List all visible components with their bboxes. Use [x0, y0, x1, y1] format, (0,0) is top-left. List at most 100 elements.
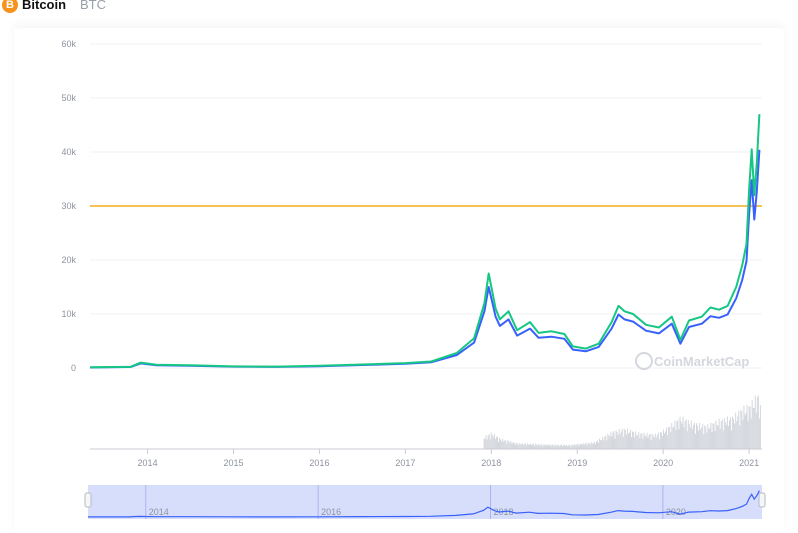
volume-bar — [538, 443, 540, 449]
volume-bar — [677, 419, 679, 449]
volume-bar — [495, 436, 497, 449]
volume-bar — [599, 438, 601, 449]
navigator-left-handle[interactable] — [84, 492, 92, 508]
volume-bar — [499, 437, 501, 449]
x-tick-label: 2016 — [309, 458, 329, 468]
volume-bar — [584, 443, 586, 449]
volume-bar — [668, 426, 670, 449]
x-tick-label: 2020 — [653, 458, 673, 468]
volume-bar — [590, 442, 592, 449]
volume-bar — [524, 443, 526, 449]
volume-bar — [534, 445, 536, 449]
volume-bar — [625, 434, 627, 449]
volume-bar — [709, 427, 711, 449]
volume-bar — [759, 405, 761, 449]
volume-bar — [556, 445, 558, 449]
volume-bar — [525, 445, 527, 449]
volume-bar — [646, 432, 648, 449]
volume-bar — [700, 429, 702, 449]
volume-bar — [603, 440, 605, 449]
volume-bar — [682, 416, 684, 449]
volume-bar — [516, 443, 518, 449]
volume-bar — [564, 445, 566, 449]
volume-bar — [641, 433, 643, 449]
volume-bar — [582, 443, 584, 449]
volume-bar — [744, 415, 746, 449]
navigator-right-handle[interactable] — [758, 492, 766, 508]
volume-bar — [526, 443, 528, 449]
chart-card: 0 10k 20k 30k 40k 50k 60k CoinMarketCap 2014 20… — [14, 28, 784, 533]
volume-bar — [630, 429, 632, 449]
volume-bar — [557, 444, 559, 449]
volume-bar — [645, 436, 647, 449]
volume-bar — [501, 441, 503, 449]
volume-bar — [585, 442, 587, 449]
volume-bar — [624, 429, 626, 449]
volume-bar — [665, 431, 667, 449]
volume-bar — [587, 442, 589, 449]
volume-bar — [619, 434, 621, 449]
volume-bar — [540, 444, 542, 449]
volume-bar — [549, 444, 551, 449]
volume-bar — [686, 431, 688, 449]
navigator-tick-label: 2020 — [666, 507, 686, 517]
volume-bar — [722, 430, 724, 449]
volume-bar — [593, 441, 595, 449]
coin-header: B Bitcoin BTC — [0, 0, 798, 16]
volume-bar — [688, 423, 690, 449]
volume-bar — [664, 433, 666, 449]
volume-bar — [754, 395, 756, 449]
coin-symbol: BTC — [80, 0, 106, 12]
volume-bar — [714, 431, 716, 449]
volume-bar — [577, 443, 579, 449]
volume-bar — [550, 446, 552, 449]
volume-bar — [485, 435, 487, 449]
volume-bar — [713, 423, 715, 449]
volume-bar — [553, 445, 555, 449]
volume-bar — [736, 421, 738, 449]
volume-bar — [642, 438, 644, 449]
navigator[interactable]: 2014 2016 2018 2020 — [84, 485, 766, 519]
volume-bar — [613, 430, 615, 449]
volume-bar — [600, 440, 602, 449]
volume-bar — [547, 445, 549, 449]
volume-bar — [740, 410, 742, 449]
volume-bar — [705, 426, 707, 449]
volume-bar — [727, 425, 729, 449]
navigator-selection — [88, 485, 762, 519]
volume-bar — [690, 420, 692, 449]
coinmarketcap-icon — [635, 352, 653, 370]
volume-bar — [575, 445, 577, 449]
volume-bar — [725, 425, 727, 449]
volume-bar — [676, 421, 678, 449]
volume-bar — [598, 442, 600, 449]
volume-bar — [653, 437, 655, 449]
volume-bar — [702, 424, 704, 449]
volume-bar — [726, 416, 728, 449]
volume-bar — [546, 444, 548, 449]
volume-bar — [612, 432, 614, 449]
volume-bar — [609, 436, 611, 449]
volume-bar — [498, 442, 500, 449]
volume-bar — [666, 427, 668, 449]
volume-bar — [617, 434, 619, 449]
volume-bar — [747, 420, 749, 449]
volume-bar — [720, 421, 722, 449]
volume-bar — [752, 407, 754, 449]
volume-bar — [739, 425, 741, 449]
volume-bar — [559, 444, 561, 449]
x-axis: 2014 2015 2016 2017 2018 2019 2020 2021 — [90, 448, 762, 468]
volume-bar — [737, 416, 739, 449]
volume-bar — [592, 443, 594, 449]
volume-bar — [579, 443, 581, 449]
volume-bar — [588, 442, 590, 449]
volume-bar — [491, 434, 493, 449]
volume-bar — [731, 430, 733, 449]
volume-bar — [514, 444, 516, 449]
volume-bar — [565, 445, 567, 449]
volume-bar — [527, 444, 529, 449]
series-lines — [89, 114, 761, 369]
volume-bar — [558, 446, 560, 449]
volume-bar — [529, 443, 531, 449]
